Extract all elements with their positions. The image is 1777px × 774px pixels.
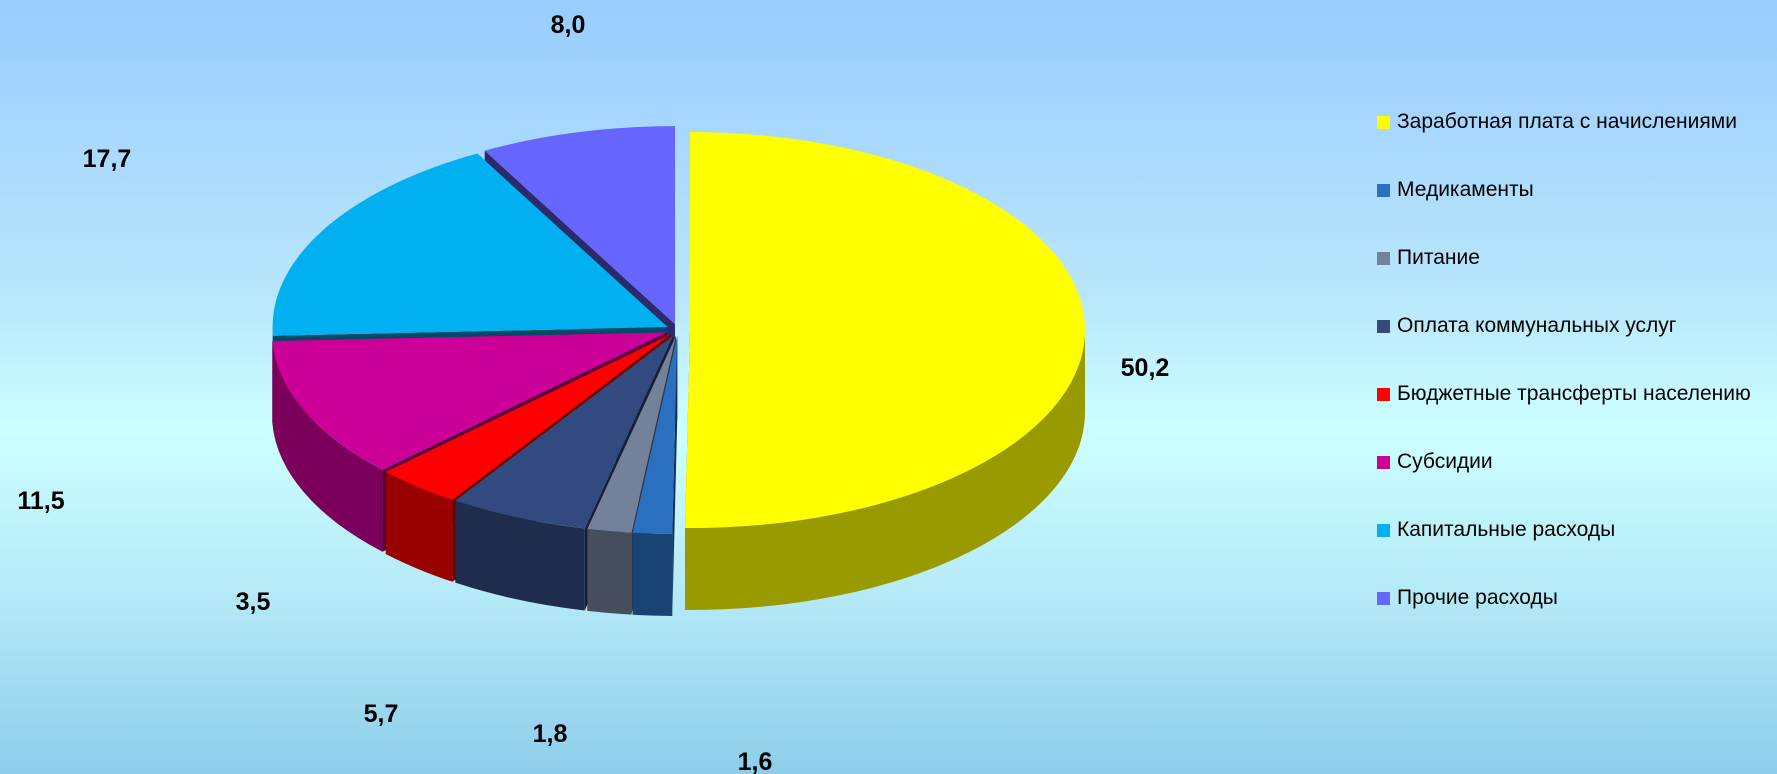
legend-label: Капитальные расходы <box>1397 518 1616 541</box>
legend-item: Капитальные расходы <box>1377 518 1751 586</box>
legend-item: Заработная плата с начислениями <box>1377 110 1751 178</box>
legend-swatch <box>1377 456 1390 469</box>
pie-slice <box>685 132 1085 611</box>
data-label: 50,2 <box>1121 354 1170 382</box>
legend-label: Бюджетные трансферты населению <box>1397 382 1751 405</box>
legend-swatch <box>1377 388 1390 401</box>
legend-item: Бюджетные трансферты населению <box>1377 382 1751 450</box>
chart-legend: Заработная плата с начислениями Медикамен… <box>1377 110 1751 654</box>
legend-item: Медикаменты <box>1377 178 1751 246</box>
legend-swatch <box>1377 592 1390 605</box>
pie-slice <box>632 336 678 616</box>
data-label: 8,0 <box>551 11 586 39</box>
data-label: 3,5 <box>236 588 271 616</box>
data-label: 5,7 <box>364 700 399 728</box>
legend-swatch <box>1377 524 1390 537</box>
data-label: 11,5 <box>17 487 64 515</box>
data-label: 17,7 <box>83 145 132 173</box>
legend-label: Прочие расходы <box>1397 586 1558 609</box>
legend-swatch <box>1377 320 1390 333</box>
legend-label: Оплата коммунальных услуг <box>1397 314 1677 337</box>
legend-swatch <box>1377 184 1390 197</box>
data-label: 1,8 <box>533 720 568 748</box>
legend-item: Субсидии <box>1377 450 1751 518</box>
legend-item: Питание <box>1377 246 1751 314</box>
data-label: 1,6 <box>738 748 773 774</box>
legend-label: Заработная плата с начислениями <box>1397 110 1737 133</box>
legend-label: Субсидии <box>1397 450 1493 473</box>
legend-swatch <box>1377 116 1390 129</box>
legend-label: Медикаменты <box>1397 178 1534 201</box>
legend-item: Оплата коммунальных услуг <box>1377 314 1751 382</box>
legend-label: Питание <box>1397 246 1480 269</box>
legend-swatch <box>1377 252 1390 265</box>
legend-item: Прочие расходы <box>1377 586 1751 654</box>
